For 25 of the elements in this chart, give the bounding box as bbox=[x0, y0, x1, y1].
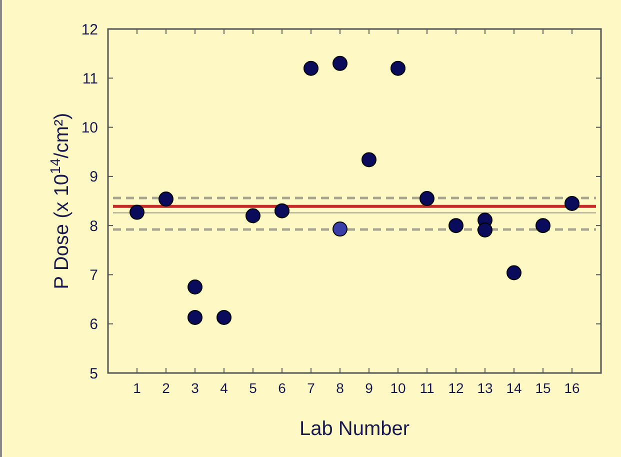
x-tick-label: 8 bbox=[336, 380, 344, 396]
y-tick-label: 7 bbox=[90, 266, 98, 284]
x-tick-label: 12 bbox=[448, 380, 464, 396]
y-tick-label: 5 bbox=[90, 365, 98, 382]
y-tick-label: 8 bbox=[90, 218, 98, 235]
x-tick-label: 16 bbox=[564, 380, 580, 396]
x-tick-label: 7 bbox=[307, 380, 316, 396]
x-axis-title: Lab Number bbox=[299, 418, 410, 440]
x-tick-label: 10 bbox=[390, 380, 406, 396]
y-tick-label: 6 bbox=[90, 316, 98, 334]
y-tick-label: 10 bbox=[81, 120, 98, 137]
x-tick-label: 4 bbox=[220, 380, 228, 396]
y-tick-label: 12 bbox=[81, 21, 98, 38]
x-tick-label: 13 bbox=[477, 380, 493, 396]
x-tick-label: 11 bbox=[420, 380, 434, 396]
y-tick-label: 9 bbox=[90, 168, 98, 186]
x-tick-label: 9 bbox=[365, 380, 374, 396]
x-tick-label: 14 bbox=[506, 380, 522, 396]
y-tick-label: 11 bbox=[82, 70, 98, 88]
x-tick-label: 1 bbox=[133, 380, 142, 396]
x-tick-label: 15 bbox=[535, 380, 551, 396]
x-tick-label: 2 bbox=[162, 380, 170, 396]
x-tick-label: 3 bbox=[191, 380, 200, 396]
x-tick-label: 5 bbox=[249, 380, 258, 396]
x-tick-label: 6 bbox=[278, 380, 286, 396]
